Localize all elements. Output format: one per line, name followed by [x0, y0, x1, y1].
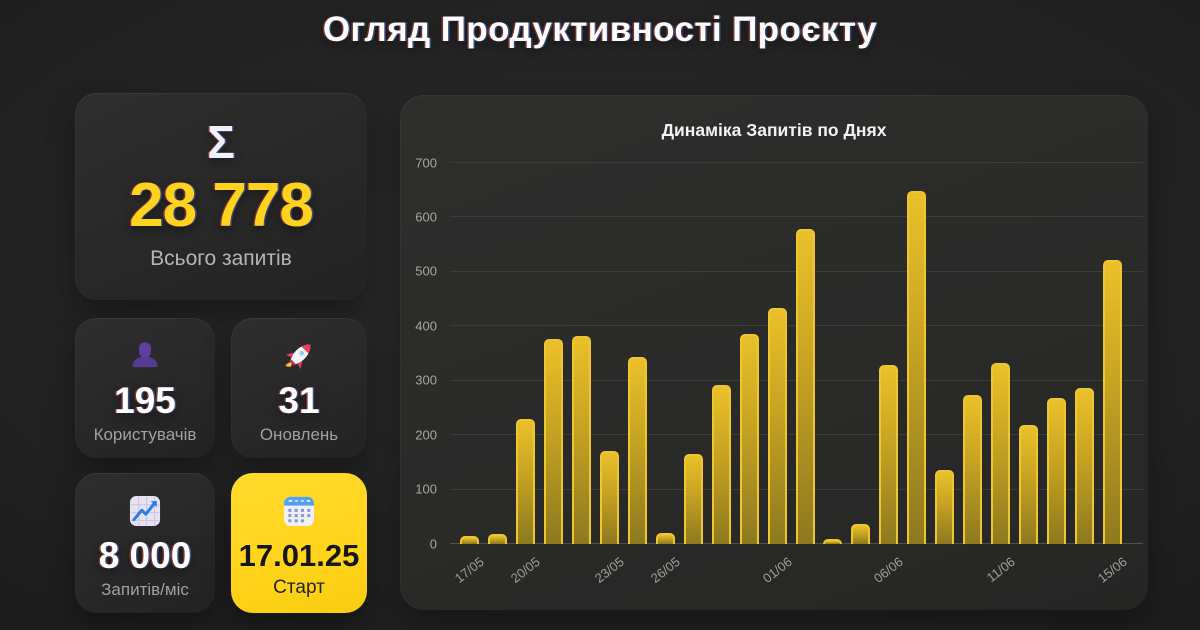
bar-slot	[624, 163, 652, 544]
bar-slot: 11/06	[984, 163, 1018, 585]
x-axis-tick-label: 15/06	[1094, 554, 1130, 586]
x-axis-tick-label: 11/06	[983, 554, 1018, 586]
bar	[488, 534, 508, 544]
bar-slot	[903, 163, 931, 544]
updates-card: 31 Оновлень	[231, 318, 367, 458]
bar-slot	[1042, 163, 1070, 544]
bar-slot: 20/05	[508, 163, 543, 586]
y-axis-tick-label: 600	[415, 209, 437, 225]
bar	[711, 384, 731, 544]
bar-slot: 15/06	[1095, 163, 1129, 586]
total-requests-value: 28 778	[129, 171, 314, 240]
plot-area: 17/05 20/05 23/05 26/05 01/06 06/06 11/06 15/06…	[415, 155, 1143, 586]
bar	[907, 190, 927, 544]
bar	[851, 524, 871, 544]
bar-slot: 06/06	[871, 163, 906, 586]
bar-slot	[707, 163, 735, 544]
monthly-requests-card: 8 000 Запитів/міс	[75, 473, 215, 613]
x-axis-tick-label: 20/05	[508, 554, 544, 586]
calendar-icon	[280, 491, 318, 531]
bar	[963, 395, 983, 544]
users-value: 195	[114, 380, 176, 421]
sigma-icon: Σ	[207, 116, 235, 168]
bar	[572, 336, 592, 544]
bar	[627, 357, 647, 544]
x-axis-tick-label: 23/05	[591, 554, 627, 586]
bar	[460, 535, 480, 544]
bar-slot	[791, 163, 819, 544]
bar	[879, 365, 899, 544]
bars-row: 17/05 20/05 23/05 26/05 01/06 06/06 11/06 15/06	[452, 163, 1129, 586]
y-axis-tick-label: 100	[415, 481, 437, 497]
x-axis-tick-label: 01/06	[759, 554, 795, 586]
bar	[544, 338, 564, 544]
users-label: Користувачів	[93, 425, 197, 444]
bar	[795, 229, 815, 544]
bar-slot: 26/05	[648, 163, 683, 586]
total-requests-label: Всього запитів	[150, 247, 292, 270]
bar	[935, 469, 955, 544]
page-title: Огляд Продуктивності Проєкту	[322, 10, 878, 49]
chart-title: Динаміка Запитів по Днях	[661, 120, 887, 140]
y-axis-tick-label: 400	[415, 318, 437, 334]
x-axis-tick-label: 26/05	[647, 554, 683, 586]
start-date-value: 17.01.25	[238, 538, 360, 573]
x-axis-tick-label: 06/06	[871, 554, 907, 586]
bar-slot	[819, 163, 847, 544]
updates-value: 31	[278, 380, 320, 421]
bar	[767, 307, 787, 544]
y-axis-tick-label: 500	[415, 263, 437, 279]
bar	[1074, 388, 1094, 544]
bar-slot	[931, 163, 959, 544]
gridline: 600	[415, 209, 1143, 224]
bar-slot	[735, 163, 763, 544]
chart-increasing-icon	[126, 491, 164, 531]
y-axis-tick-label: 300	[415, 372, 437, 388]
bar	[823, 538, 843, 544]
start-date-label: Старт	[273, 577, 325, 598]
bar	[1018, 424, 1038, 544]
x-axis-tick-label: 17/05	[452, 554, 488, 586]
gridline: 700	[415, 155, 1143, 170]
updates-label: Оновлень	[259, 425, 339, 444]
bar-slot	[847, 163, 875, 544]
monthly-requests-label: Запитів/міс	[101, 580, 189, 599]
bar-slot	[540, 163, 568, 544]
y-axis-tick-label: 200	[415, 427, 437, 443]
bar-slot	[679, 163, 707, 544]
requests-chart-panel: Динаміка Запитів по Днях 17/05 20/05 23/05…	[400, 95, 1148, 610]
bar	[1102, 260, 1122, 544]
users-card: 195 Користувачів	[75, 318, 215, 458]
bar	[516, 418, 536, 544]
y-axis-tick-label: 0	[429, 536, 437, 551]
rocket-icon	[279, 336, 319, 376]
bar	[1046, 397, 1066, 544]
bar-slot	[484, 163, 512, 544]
bar-slot	[1070, 163, 1098, 544]
start-date-card: 17.01.25 Старт	[231, 473, 367, 613]
monthly-requests-value: 8 000	[98, 535, 192, 576]
bar	[683, 454, 703, 544]
user-silhouette-icon	[126, 336, 164, 376]
bar-slot	[1014, 163, 1042, 544]
y-axis-tick-label: 700	[415, 155, 437, 170]
bar-slot: 23/05	[592, 163, 627, 586]
bar-slot: 17/05	[452, 163, 487, 586]
bar	[990, 363, 1010, 544]
bar	[655, 533, 675, 544]
bar	[600, 450, 620, 544]
bar	[739, 333, 759, 544]
bar-slot	[959, 163, 987, 544]
total-requests-card: Σ 28 778 Всього запитів	[75, 93, 367, 300]
bar-slot: 01/06	[759, 163, 794, 586]
bar-slot	[568, 163, 596, 544]
